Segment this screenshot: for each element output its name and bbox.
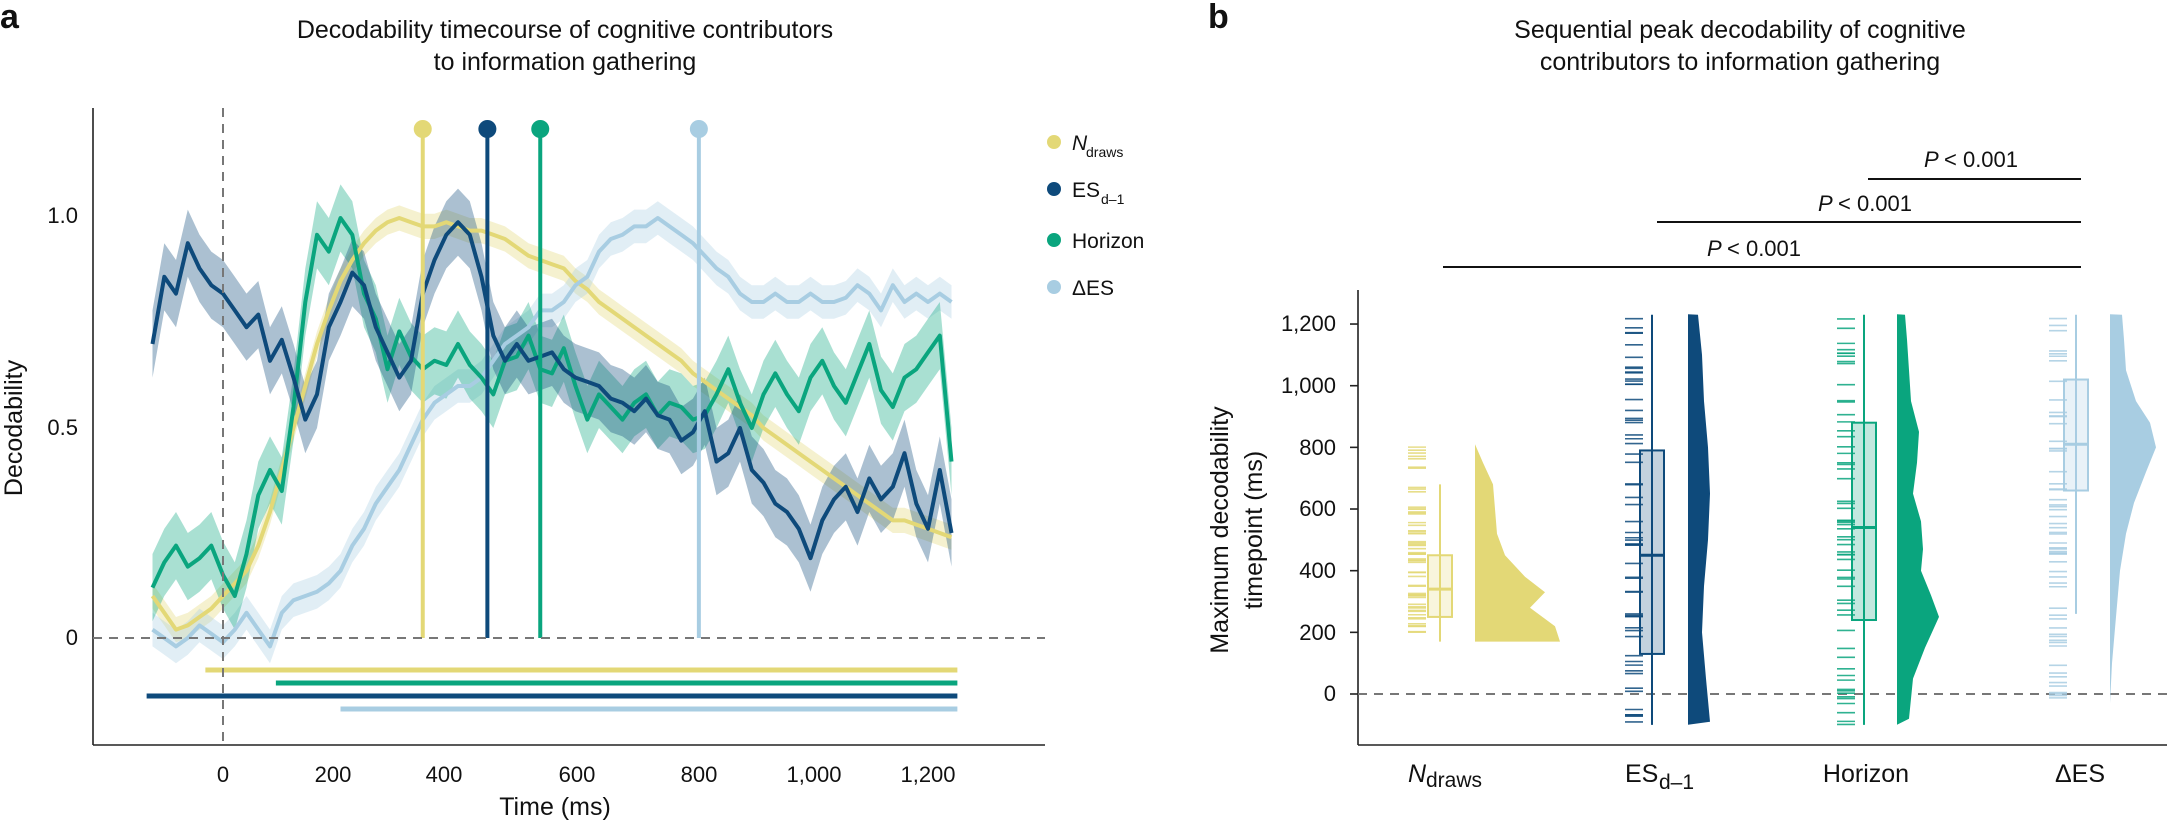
panel-b-categories: N draws ES d–1 Horizon ΔES (1408, 760, 2105, 794)
y-tick-0.5: 0.5 (47, 415, 78, 440)
ci-band-ndraws (152, 205, 952, 643)
panel-a-legend: N draws ES d–1 Horizon ΔES (1047, 132, 1144, 300)
legend-des-label: ΔES (1072, 277, 1114, 300)
x-tick-800: 800 (681, 762, 718, 787)
b-y-tick-600: 600 (1299, 496, 1336, 521)
legend-dot-des (1047, 280, 1061, 294)
b-y-tick-1200: 1,200 (1281, 311, 1336, 336)
peak-marker-esd-1 (478, 120, 497, 138)
ci-band-esd-1 (152, 188, 952, 592)
box-horizon (1851, 421, 1877, 622)
y-tick-0: 0 (66, 625, 78, 650)
panel-b-y-label-line2: timepoint (ms) (1240, 451, 1268, 609)
legend-horizon-label: Horizon (1072, 230, 1144, 253)
series-line-horizon (150, 216, 954, 598)
panel-a-y-label: Decodability (0, 359, 28, 496)
cat-des-label: ΔES (2055, 760, 2105, 788)
b-y-tick-200: 200 (1299, 620, 1336, 645)
density-cloud-esd1 (1688, 314, 1710, 725)
box-ndraws (1427, 554, 1453, 618)
legend-dot-ndraws (1047, 135, 1061, 149)
series-line-ndraws (150, 216, 953, 632)
ci-band-horizon (152, 184, 952, 630)
comparison-3-p-value: < 0.001 (1727, 236, 1801, 261)
cat-esd1-label: ES (1625, 760, 1658, 788)
density-cloud-des (2110, 314, 2156, 704)
comparison-2-p-value: < 0.001 (1838, 191, 1912, 216)
x-tick-1000: 1,000 (786, 762, 841, 787)
cat-ndraws-label: N (1408, 760, 1427, 788)
y-tick-1.0: 1.0 (47, 203, 78, 228)
panel-a-peak-markers (413, 120, 708, 638)
comparison-1-p-value: < 0.001 (1944, 147, 2018, 172)
x-tick-0: 0 (217, 762, 229, 787)
legend-esd1-sub: d–1 (1101, 191, 1125, 207)
cat-horizon-label: Horizon (1823, 760, 1909, 788)
panel-a-x-label: Time (ms) (499, 793, 611, 821)
density-cloud-horizon (1897, 314, 1939, 725)
legend-esd1-label: ES (1072, 179, 1100, 202)
panel-b-y-label-line1: Maximum decodability (1206, 406, 1234, 654)
panel-b-tickmarks (1350, 323, 1358, 695)
panel-b-comparisons: P < 0.001 P < 0.001 P < 0.001 (1443, 147, 2081, 268)
cat-esd1-sub: d–1 (1659, 771, 1694, 794)
peak-marker-ndraws (413, 120, 432, 138)
legend-ndraws-sub: draws (1086, 144, 1123, 160)
series-line-des (151, 216, 953, 649)
x-tick-600: 600 (559, 762, 596, 787)
legend-dot-esd1 (1047, 182, 1061, 196)
panel-b-ticks: 0 200 400 600 800 1,000 1,200 (1281, 311, 1336, 706)
series-line-esd-1 (150, 220, 954, 561)
panel-b-letter: b (1208, 0, 1229, 36)
x-tick-1200: 1,200 (900, 762, 955, 787)
comparison-3-p-letter: P (1707, 236, 1722, 261)
comparison-1-p-letter: P (1924, 147, 1939, 172)
panel-a-letter: a (0, 0, 20, 36)
peak-marker-des (689, 120, 708, 138)
panel-b-density-clouds (1475, 314, 2156, 725)
panel-a-axes (92, 108, 1045, 746)
legend-dot-horizon (1047, 233, 1061, 247)
x-tick-200: 200 (315, 762, 352, 787)
panel-a-ticks: 0 200 400 600 800 1,000 1,200 0 0.5 1.0 (47, 203, 955, 787)
panel-b-boxplots (1427, 314, 2089, 725)
box-esd1 (1639, 449, 1665, 655)
b-y-tick-1000: 1,000 (1281, 373, 1336, 398)
panel-a-series-lines (150, 216, 954, 649)
panel-b-title-line2: contributors to information gathering (1540, 48, 1940, 76)
panel-b-title-line1: Sequential peak decodability of cognitiv… (1514, 16, 1966, 44)
panel-b-rug-plots (1408, 317, 2067, 726)
legend-ndraws-label: N (1072, 132, 1088, 155)
peak-marker-horizon (531, 120, 550, 138)
density-cloud-ndraws (1475, 444, 1560, 642)
comparison-2-p-letter: P (1818, 191, 1833, 216)
b-y-tick-400: 400 (1299, 558, 1336, 583)
x-tick-400: 400 (426, 762, 463, 787)
panel-a-title-line1: Decodability timecourse of cognitive con… (297, 16, 833, 44)
panel-a-title-line2: to information gathering (434, 48, 697, 76)
b-y-tick-800: 800 (1299, 435, 1336, 460)
panel-a-ci-bands (152, 184, 952, 664)
b-y-tick-0: 0 (1324, 681, 1336, 706)
panel-a-significance-bars (146, 667, 958, 712)
cat-ndraws-sub: draws (1426, 769, 1482, 792)
panel-b-axes (1357, 290, 2167, 746)
box-des (2063, 378, 2089, 492)
